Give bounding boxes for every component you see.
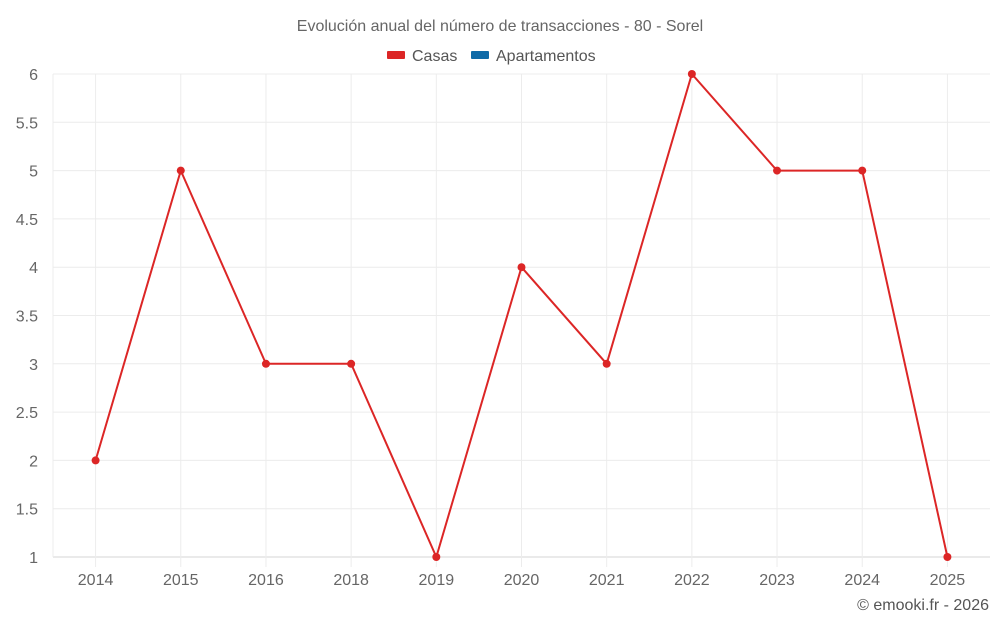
y-tick-label: 5.5 xyxy=(16,115,38,132)
x-tick-label: 2014 xyxy=(78,572,114,589)
data-point[interactable] xyxy=(261,359,270,368)
data-point[interactable] xyxy=(773,166,782,175)
x-tick-label: 2023 xyxy=(759,572,795,589)
x-tick-label: 2022 xyxy=(674,572,710,589)
data-point[interactable] xyxy=(687,70,696,78)
y-tick-label: 3 xyxy=(29,357,38,374)
series xyxy=(91,70,952,561)
x-tick-label: 2020 xyxy=(504,572,540,589)
credit: © emooki.fr - 2026 xyxy=(857,597,989,614)
x-tick-label: 2016 xyxy=(248,572,284,589)
data-point[interactable] xyxy=(858,166,867,175)
x-tick-label: 2025 xyxy=(930,572,966,589)
data-point[interactable] xyxy=(432,553,441,561)
chart-title: Evolución anual del número de transaccio… xyxy=(297,18,703,35)
y-tick-label: 2 xyxy=(29,453,38,470)
data-point[interactable] xyxy=(943,553,952,561)
x-tick-label: 2021 xyxy=(589,572,625,589)
data-point[interactable] xyxy=(347,359,356,368)
legend: Casas Apartamentos xyxy=(387,48,596,65)
y-tick-label: 1.5 xyxy=(16,502,38,519)
legend-label: Apartamentos xyxy=(496,48,596,65)
legend-item-casas[interactable]: Casas xyxy=(387,48,457,65)
y-tick-label: 4 xyxy=(29,260,38,277)
data-point[interactable] xyxy=(517,263,526,272)
y-tick-label: 3.5 xyxy=(16,309,38,326)
x-tick-label: 2019 xyxy=(419,572,455,589)
legend-label: Casas xyxy=(412,48,457,65)
grid xyxy=(52,73,990,567)
x-tick-label: 2024 xyxy=(844,572,880,589)
x-tick-label: 2018 xyxy=(333,572,369,589)
legend-swatch xyxy=(387,51,405,59)
legend-swatch xyxy=(471,51,489,59)
data-point[interactable] xyxy=(91,456,100,465)
x-tick-label: 2015 xyxy=(163,572,199,589)
y-tick-label: 2.5 xyxy=(16,405,38,422)
data-point[interactable] xyxy=(176,166,185,175)
legend-item-apartamentos[interactable]: Apartamentos xyxy=(471,48,596,65)
x-axis: 2014 2015 2016 2018 2019 2020 2021 2022 2023 2024… xyxy=(78,572,966,589)
y-tick-label: 1 xyxy=(29,550,38,567)
data-point[interactable] xyxy=(602,359,611,368)
y-axis: 1 1.5 2 2.5 3 3.5 4 4.5 5 5.5 6 xyxy=(16,67,38,567)
y-tick-label: 5 xyxy=(29,164,38,181)
y-tick-label: 6 xyxy=(29,67,38,84)
y-tick-label: 4.5 xyxy=(16,212,38,229)
